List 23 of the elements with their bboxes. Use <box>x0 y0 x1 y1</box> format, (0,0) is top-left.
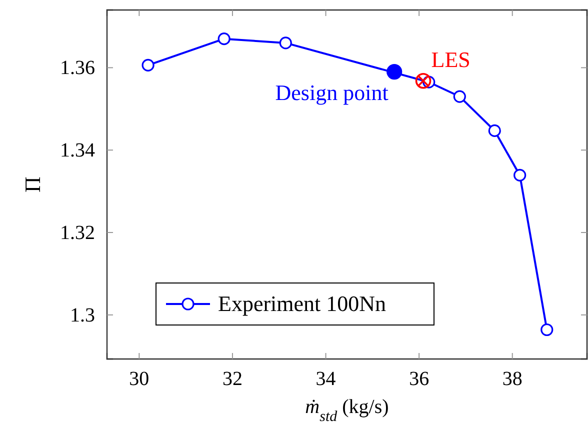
point <box>453 90 466 103</box>
point <box>514 168 526 182</box>
point <box>386 64 402 80</box>
y-tick-label: 1.34 <box>60 139 95 162</box>
point <box>540 323 554 336</box>
point <box>142 58 154 72</box>
x-tick-label: 36 <box>409 368 430 390</box>
legend-label: Experiment 100Nn <box>218 291 386 316</box>
x-tick-label: 32 <box>222 368 242 390</box>
x-axis-title: ṁ$_{std}$ (kg/s) <box>305 396 389 425</box>
x-tick-label: 30 <box>129 368 150 390</box>
y-axis-title: Π <box>20 176 45 192</box>
y-tick-label: 1.32 <box>60 222 95 244</box>
x-tick-label: 38 <box>502 368 522 390</box>
point <box>488 124 501 138</box>
y-tick-label: 1.36 <box>60 57 95 80</box>
point <box>218 32 230 46</box>
y-tick-label: 1.3 <box>70 304 95 326</box>
point <box>279 36 292 50</box>
annotation: Design point <box>275 80 388 105</box>
point <box>415 72 432 89</box>
annotation: LES <box>431 46 470 72</box>
x-tick-label: 34 <box>316 368 336 390</box>
